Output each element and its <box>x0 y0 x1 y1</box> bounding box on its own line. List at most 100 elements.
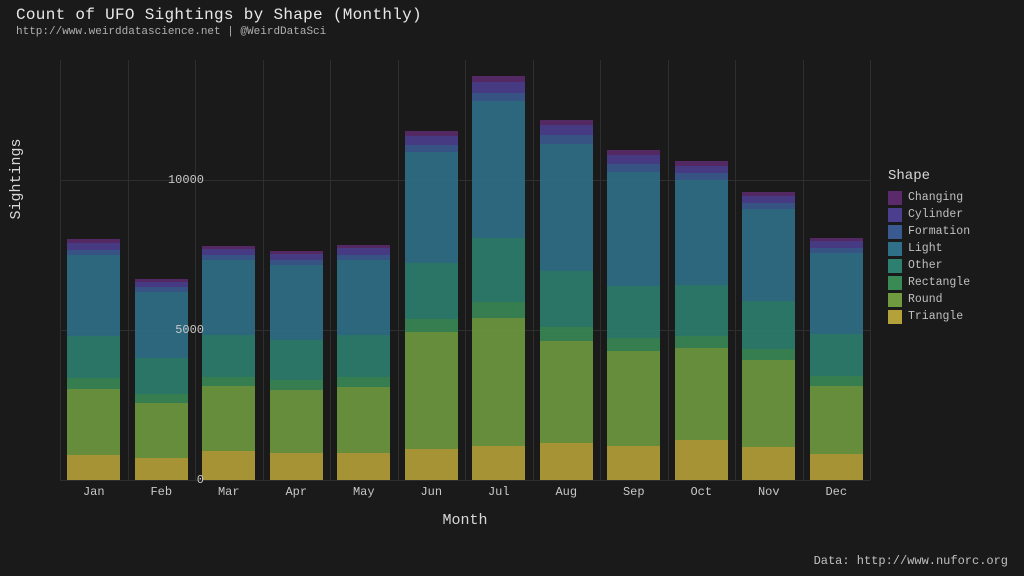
gridline-v <box>398 60 399 480</box>
bar-segment-rectangle <box>810 376 863 386</box>
bar-segment-round <box>540 341 593 443</box>
bar-segment-other <box>810 334 863 376</box>
bar-segment-triangle <box>202 451 255 480</box>
bar-segment-rectangle <box>135 394 188 403</box>
bar-segment-light <box>67 255 120 336</box>
bar-segment-formation <box>810 248 863 253</box>
bar-segment-changing <box>472 76 525 82</box>
bar-segment-other <box>270 340 323 381</box>
bar-column <box>810 238 863 480</box>
bar-segment-cylinder <box>202 249 255 255</box>
legend-swatch <box>888 276 902 290</box>
legend-title: Shape <box>888 168 970 184</box>
ytick-label: 5000 <box>154 323 204 337</box>
legend-item-round: Round <box>888 291 970 308</box>
chart-subtitle: http://www.weirddatascience.net | @Weird… <box>16 26 326 38</box>
bar-segment-round <box>270 390 323 453</box>
bar-segment-cylinder <box>810 241 863 248</box>
legend: Shape ChangingCylinderFormationLightOthe… <box>888 168 970 325</box>
chart-plot-area <box>60 60 870 480</box>
bar-segment-other <box>405 263 458 319</box>
gridline-v <box>263 60 264 480</box>
bar-segment-rectangle <box>67 378 120 389</box>
bar-segment-other <box>742 301 795 349</box>
bar-segment-changing <box>810 238 863 242</box>
legend-item-formation: Formation <box>888 223 970 240</box>
bar-column <box>540 120 593 480</box>
bar-segment-changing <box>405 131 458 136</box>
legend-label: Round <box>908 293 943 306</box>
bar-column <box>742 192 795 480</box>
bar-segment-round <box>675 348 728 440</box>
bar-segment-round <box>810 386 863 454</box>
bar-segment-changing <box>135 279 188 282</box>
ytick-label: 10000 <box>154 173 204 187</box>
bar-segment-light <box>337 260 390 335</box>
legend-swatch <box>888 259 902 273</box>
xtick-label: Nov <box>758 485 780 499</box>
legend-swatch <box>888 242 902 256</box>
bar-segment-rectangle <box>405 319 458 333</box>
bar-column <box>270 251 323 480</box>
x-axis-label: Month <box>60 512 870 529</box>
bar-segment-round <box>67 389 120 455</box>
xtick-label: Mar <box>218 485 240 499</box>
bar-segment-cylinder <box>405 136 458 145</box>
legend-item-triangle: Triangle <box>888 308 970 325</box>
bar-segment-light <box>270 265 323 340</box>
bar-segment-round <box>135 403 188 459</box>
bar-segment-round <box>607 351 660 446</box>
bar-segment-formation <box>202 255 255 260</box>
bar-segment-formation <box>337 255 390 260</box>
bar-segment-formation <box>675 173 728 180</box>
bar-segment-other <box>540 271 593 327</box>
xtick-label: Apr <box>285 485 307 499</box>
bar-segment-triangle <box>540 443 593 481</box>
bar-segment-changing <box>540 120 593 126</box>
legend-label: Formation <box>908 225 970 238</box>
xtick-label: Sep <box>623 485 645 499</box>
legend-label: Changing <box>908 191 963 204</box>
gridline-v <box>735 60 736 480</box>
bar-segment-round <box>472 318 525 446</box>
bar-segment-rectangle <box>675 336 728 348</box>
bar-segment-light <box>405 152 458 263</box>
bar-segment-triangle <box>742 447 795 480</box>
legend-swatch <box>888 225 902 239</box>
gridline-v <box>465 60 466 480</box>
bar-segment-triangle <box>810 454 863 480</box>
gridline-v <box>803 60 804 480</box>
bar-segment-cylinder <box>742 196 795 203</box>
xtick-label: Dec <box>825 485 847 499</box>
bar-segment-triangle <box>337 453 390 480</box>
bar-segment-triangle <box>67 455 120 481</box>
bar-segment-cylinder <box>540 125 593 135</box>
bar-segment-changing <box>607 150 660 155</box>
bar-segment-rectangle <box>607 338 660 351</box>
gridline-v <box>128 60 129 480</box>
bar-segment-formation <box>270 260 323 265</box>
gridline-v <box>668 60 669 480</box>
bar-segment-other <box>202 335 255 376</box>
legend-swatch <box>888 208 902 222</box>
bar-segment-light <box>540 144 593 272</box>
chart-title: Count of UFO Sightings by Shape (Monthly… <box>16 6 422 24</box>
attribution-text: Data: http://www.nuforc.org <box>814 554 1008 568</box>
bar-segment-cylinder <box>67 243 120 250</box>
bar-segment-triangle <box>607 446 660 481</box>
bar-segment-rectangle <box>270 380 323 390</box>
bar-column <box>405 131 458 480</box>
bar-segment-cylinder <box>607 155 660 164</box>
legend-label: Cylinder <box>908 208 963 221</box>
bar-segment-rectangle <box>540 327 593 341</box>
bar-segment-other <box>135 358 188 394</box>
legend-item-other: Other <box>888 257 970 274</box>
gridline-v <box>533 60 534 480</box>
bar-segment-light <box>607 172 660 286</box>
bar-segment-round <box>405 332 458 449</box>
bar-segment-cylinder <box>675 166 728 174</box>
bar-segment-formation <box>742 203 795 209</box>
xtick-label: Aug <box>555 485 577 499</box>
legend-swatch <box>888 293 902 307</box>
bar-segment-round <box>742 360 795 447</box>
